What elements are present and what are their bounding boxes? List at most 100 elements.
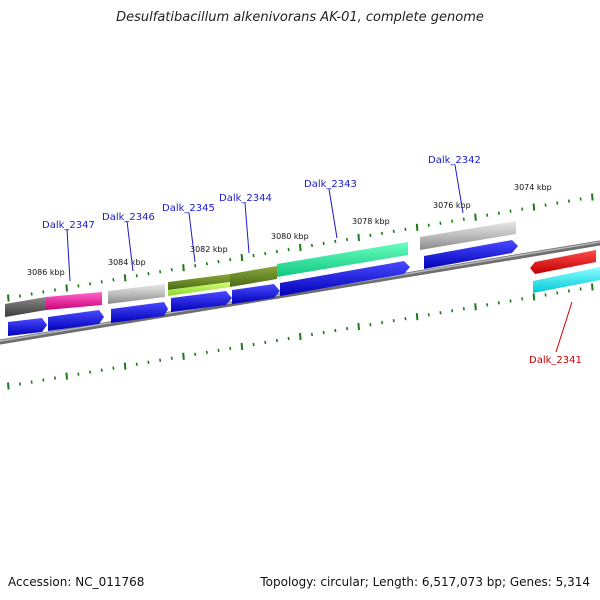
ruler-tick [334,328,337,333]
ruler-tick [299,332,302,341]
gene-block-dalk-2346[interactable] [108,284,165,304]
leader-line [555,301,573,353]
ruler-tick [474,303,477,311]
ruler-tick [252,253,255,258]
leader-line [244,202,250,254]
ruler-tick [299,243,302,252]
ruler-tick [310,332,314,337]
ruler-tick [264,251,267,256]
gene-label-dalk-2344[interactable]: Dalk_2344 [219,193,272,204]
ruler-tick [556,201,559,205]
scale-label: 3082 kbp [190,245,228,254]
ruler-tick [170,356,173,360]
ruler-tick [217,259,220,264]
ruler-tick [392,229,395,233]
map-title: Desulfatibacillum alkenivorans AK-01, co… [116,10,484,25]
leader-line [126,220,134,272]
ruler-tick [264,340,267,345]
gene-block-dalk-2344[interactable] [230,266,277,287]
ruler-tick [591,283,594,291]
ruler-tick [439,221,442,225]
ruler-tick [53,288,57,292]
ruler-tick [135,362,138,366]
cds-arrow[interactable] [424,240,518,269]
ruler-tick [497,301,500,305]
gene-label-dalk-2343[interactable]: Dalk_2343 [304,179,357,190]
cds-arrow[interactable] [232,284,280,304]
ruler-tick [474,213,477,221]
cds-arrow[interactable] [171,291,232,312]
ruler-tick [427,313,430,317]
ruler-tick [532,293,536,301]
ruler-tick [462,307,465,311]
ruler-tick [229,346,232,351]
cds-arrow[interactable] [48,310,104,331]
ruler-tick [544,293,547,297]
ruler-tick [380,320,384,325]
ruler-tick [451,219,454,223]
ruler-tick [486,213,489,217]
ruler-tick [439,311,442,315]
scale-label: 3076 kbp [433,201,471,210]
ruler-tick [357,233,360,241]
ruler-tick [275,338,279,343]
leader-line [66,228,71,282]
ruler-tick [7,294,10,302]
gene-block-dark[interactable] [5,297,46,317]
ruler-tick [170,268,173,272]
ruler-tick [521,207,524,211]
ruler-tick [404,227,407,231]
scale-label: 3086 kbp [27,268,65,277]
ruler-tick [77,372,80,376]
upper-ruler-ticks [7,193,594,302]
ruler-tick [462,217,465,221]
ruler-tick [88,282,92,286]
ruler-tick [182,352,185,360]
ruler-tick [18,294,22,298]
gene-block-dalk-2343[interactable] [277,242,408,277]
gene-label-dalk-2341[interactable]: Dalk_2341 [529,355,582,366]
scale-label: 3074 kbp [514,183,552,192]
gene-block-dalk-2345[interactable] [168,274,230,290]
ruler-tick [182,264,185,272]
leader-line [454,164,464,214]
cds-arrow[interactable] [8,318,47,336]
genome-stats-text: Topology: circular; Length: 6,517,073 bp… [260,575,590,589]
ruler-tick [579,197,582,201]
ruler-tick [509,299,512,303]
leader-line [188,212,196,263]
gene-block-dalk-2341[interactable] [533,267,600,293]
ruler-tick [591,193,594,201]
ruler-tick [275,249,279,254]
ruler-tick [287,336,290,341]
cds-track [8,240,518,336]
gene-label-dalk-2342[interactable]: Dalk_2342 [428,155,481,166]
gene-block-dalk-2342[interactable] [420,221,516,250]
ruler-tick [205,350,208,354]
ruler-tick [521,297,524,301]
ruler-tick [112,366,115,370]
cds-arrow[interactable] [111,302,168,323]
ruler-tick [147,272,150,276]
ruler-tick [123,362,127,370]
ruler-tick [369,233,372,238]
ruler-tick [65,372,68,380]
accession-text: Accession: NC_011768 [8,575,145,589]
ruler-tick [100,280,103,284]
ruler-tick [404,317,407,321]
ruler-tick [7,382,10,390]
gene-block-dalk-2345-lower[interactable] [168,282,230,296]
ruler-tick [77,284,80,288]
lower-ruler-ticks [7,283,594,390]
cds-arrow[interactable] [280,261,410,296]
gene-arrow-red[interactable] [530,250,596,274]
gene-label-dalk-2346[interactable]: Dalk_2346 [102,212,155,223]
ruler-tick [322,241,325,246]
gene-label-dalk-2345[interactable]: Dalk_2345 [162,203,215,214]
ruler-tick [159,358,162,362]
ruler-tick [240,254,244,262]
gene-label-dalk-2347[interactable]: Dalk_2347 [42,220,95,231]
ruler-tick [30,380,33,384]
gene-block-dalk-2347[interactable] [46,292,102,310]
ruler-tick [556,291,559,295]
